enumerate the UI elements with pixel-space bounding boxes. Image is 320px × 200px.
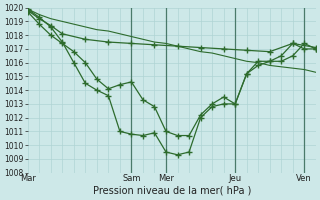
X-axis label: Pression niveau de la mer( hPa ): Pression niveau de la mer( hPa ) — [92, 186, 251, 196]
